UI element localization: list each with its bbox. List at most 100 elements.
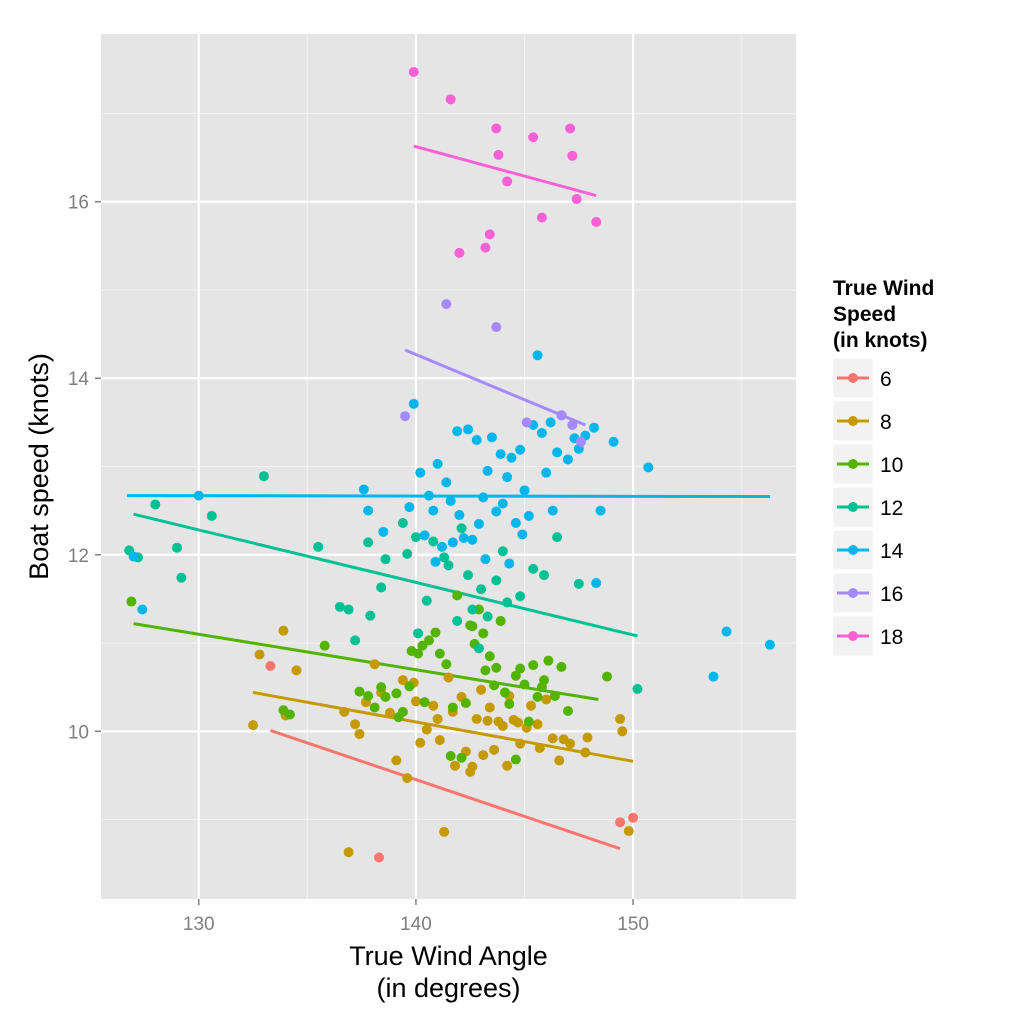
data-point-16 [575,436,586,447]
data-point-12 [456,523,467,534]
data-point-8 [565,738,576,749]
data-point-10 [549,690,560,701]
data-point-14 [708,671,719,682]
data-point-18 [491,123,502,134]
data-point-10 [393,712,404,723]
data-point-14 [486,432,497,443]
data-point-8 [410,696,421,707]
data-point-12 [365,610,376,621]
data-point-12 [573,578,584,589]
data-point-14 [515,444,526,455]
data-point-8 [354,728,365,739]
data-point-14 [532,350,543,361]
x-axis-title-line-1: True Wind Angle [349,941,548,971]
data-point-14 [491,506,502,517]
data-point-14 [436,541,447,552]
data-point-10 [539,675,550,686]
data-point-14 [517,529,528,540]
x-tick-label: 140 [400,914,432,935]
data-point-18 [445,94,456,105]
data-point-10 [441,659,452,670]
data-point-10 [354,686,365,697]
data-point-8 [339,706,350,717]
grid-lines [101,34,796,899]
data-point-14 [506,452,517,463]
data-point-12 [350,635,361,646]
legend-label-6: 6 [880,368,892,391]
data-point-12 [150,499,161,510]
data-point-14 [363,505,374,516]
legend: True Wind Speed (in knots) 6 8 10 12 14 16 18 [832,277,934,657]
data-point-10 [543,655,554,666]
data-point-14 [595,505,606,516]
data-point-14 [721,626,732,637]
data-point-18 [480,242,491,253]
trend-line-16 [404,348,586,427]
data-point-14 [552,447,563,458]
data-point-14 [441,477,452,488]
data-point-12 [428,536,439,547]
data-point-8 [478,750,489,761]
data-point-14 [478,492,489,503]
data-point-8 [350,719,361,730]
data-point-8 [391,755,402,766]
data-point-14 [480,554,491,565]
data-point-12 [452,615,463,626]
data-point-12 [421,595,432,606]
data-point-14 [445,495,456,506]
trend-line-6 [269,728,621,851]
data-point-12 [176,572,187,583]
data-point-10 [445,751,456,762]
legend-key-dot-12 [848,502,858,512]
data-point-8 [291,665,302,676]
data-point-14 [419,530,430,541]
data-point-8 [547,733,558,744]
axes: 130 140 150 10 12 14 16 True Wind Angle(in degr… [24,193,649,1003]
data-point-10 [413,648,424,659]
data-point-10 [419,697,430,708]
trend-line-8 [252,690,634,763]
data-point-8 [384,707,395,718]
data-point-8 [534,743,545,754]
x-axis-title-line-2: (in degrees) [376,973,520,1003]
data-point-16 [491,322,502,333]
legend-label-14: 14 [880,540,904,563]
data-point-14 [137,604,148,615]
data-point-14 [430,556,441,567]
data-point-10 [484,651,495,662]
data-point-14 [495,449,506,460]
data-point-12 [502,597,513,608]
legend-key-dot-6 [848,373,858,383]
data-point-12 [443,560,454,571]
data-point-14 [458,532,469,543]
data-point-12 [497,546,508,557]
data-point-12 [476,584,487,595]
data-point-8 [471,713,482,724]
data-point-14 [415,467,426,478]
data-point-10 [602,671,613,682]
data-point-10 [456,752,467,763]
data-point-8 [617,726,628,737]
data-point-18 [454,247,465,258]
data-point-8 [397,675,408,686]
data-point-12 [206,510,217,521]
data-point-10 [460,698,471,709]
data-point-10 [447,702,458,713]
data-point-8 [278,625,289,636]
data-point-14 [128,551,139,562]
x-tick-label: 150 [617,914,649,935]
data-point-14 [541,467,552,478]
data-point-12 [258,471,269,482]
trend-line-18 [413,144,597,197]
data-point-10 [404,681,415,692]
data-point-8 [402,773,413,784]
data-point-12 [482,611,493,622]
data-point-14 [764,639,775,650]
data-point-6 [374,852,384,863]
y-tick-label: 12 [68,546,89,567]
data-point-8 [421,724,432,735]
y-tick-label: 10 [68,722,89,743]
y-axis-title: Boat speed (knots) [24,353,54,580]
